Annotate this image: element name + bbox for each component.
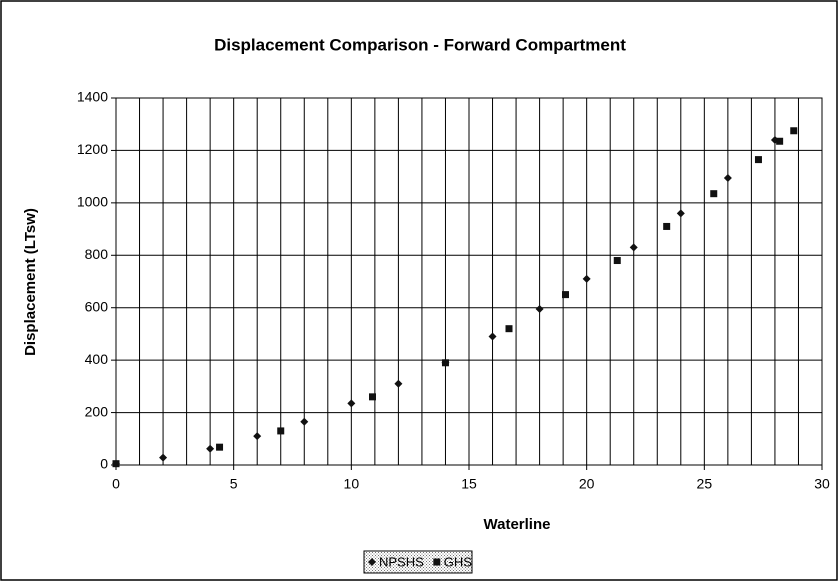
legend-label: NPSHS (379, 554, 424, 569)
point (535, 305, 544, 314)
x-tick-label: 5 (230, 476, 238, 492)
y-tick-label: 1200 (77, 141, 108, 157)
legend-label: GHS (444, 554, 473, 569)
x-tick-label: 15 (461, 476, 477, 492)
point (561, 291, 569, 299)
point (216, 443, 224, 451)
point (253, 432, 262, 441)
point (369, 393, 377, 401)
point (676, 209, 685, 218)
y-tick-label: 0 (100, 456, 108, 472)
point (112, 460, 120, 468)
y-tick-label: 600 (85, 298, 109, 314)
x-tick-label: 25 (697, 476, 713, 492)
point (629, 243, 638, 252)
y-tick-label: 1000 (77, 194, 108, 210)
x-axis-label: Waterline (484, 516, 551, 533)
point (159, 453, 168, 462)
point (710, 190, 718, 198)
x-tick-label: 20 (579, 476, 595, 492)
x-tick-label: 10 (344, 476, 360, 492)
point (663, 222, 671, 230)
point (613, 257, 621, 265)
y-tick-label: 200 (85, 403, 109, 419)
point (776, 137, 784, 145)
point (206, 444, 215, 453)
point (277, 427, 285, 435)
point (582, 274, 591, 283)
point (488, 332, 497, 341)
point (790, 127, 798, 135)
y-axis-label: Displacement (LTsw) (22, 208, 39, 356)
x-tick-label: 30 (814, 476, 830, 492)
legend-marker (433, 558, 441, 566)
legend-box (363, 550, 473, 574)
legend-marker (368, 558, 376, 566)
point (441, 359, 449, 367)
y-tick-label: 800 (85, 246, 109, 262)
point (505, 325, 513, 333)
point (300, 417, 309, 426)
y-tick-label: 400 (85, 351, 109, 367)
point (347, 399, 356, 408)
y-tick-label: 1400 (77, 89, 108, 105)
point (723, 173, 732, 182)
point (754, 156, 762, 164)
point (394, 379, 403, 388)
x-tick-label: 0 (112, 476, 120, 492)
chart-title: Displacement Comparison - Forward Compar… (214, 35, 626, 54)
